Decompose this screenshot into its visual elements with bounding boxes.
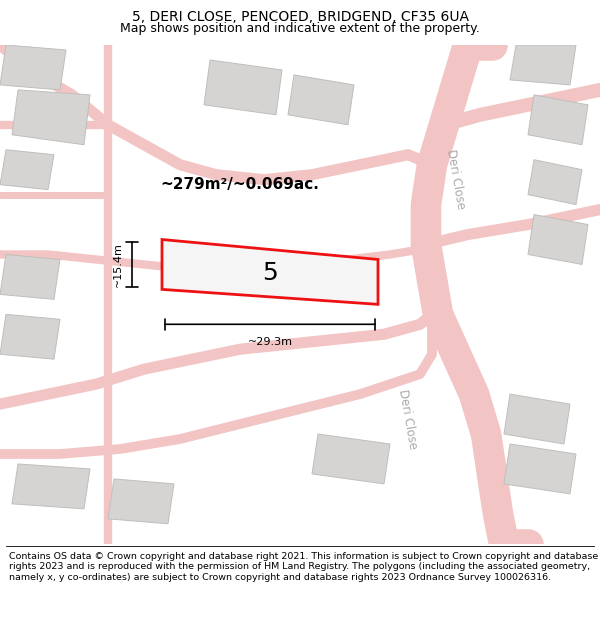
Polygon shape [0,254,60,299]
Polygon shape [0,45,66,90]
Polygon shape [0,150,54,189]
Polygon shape [0,314,60,359]
Polygon shape [12,90,90,145]
Text: Deri Close: Deri Close [445,149,467,211]
Polygon shape [528,95,588,145]
Polygon shape [504,444,576,494]
Text: Contains OS data © Crown copyright and database right 2021. This information is : Contains OS data © Crown copyright and d… [9,552,598,582]
Text: ~15.4m: ~15.4m [113,242,123,287]
Polygon shape [504,394,570,444]
Polygon shape [528,214,588,264]
Polygon shape [510,45,576,85]
Polygon shape [312,434,390,484]
Text: 5, DERI CLOSE, PENCOED, BRIDGEND, CF35 6UA: 5, DERI CLOSE, PENCOED, BRIDGEND, CF35 6… [131,10,469,24]
Text: Deri Close: Deri Close [397,388,419,450]
Text: ~279m²/~0.069ac.: ~279m²/~0.069ac. [161,177,319,192]
Polygon shape [204,60,282,115]
Polygon shape [528,160,582,204]
Polygon shape [108,479,174,524]
Text: 5: 5 [262,261,278,285]
Text: ~29.3m: ~29.3m [248,337,293,347]
Polygon shape [162,239,378,304]
Polygon shape [288,75,354,125]
Polygon shape [12,464,90,509]
Text: Map shows position and indicative extent of the property.: Map shows position and indicative extent… [120,22,480,35]
